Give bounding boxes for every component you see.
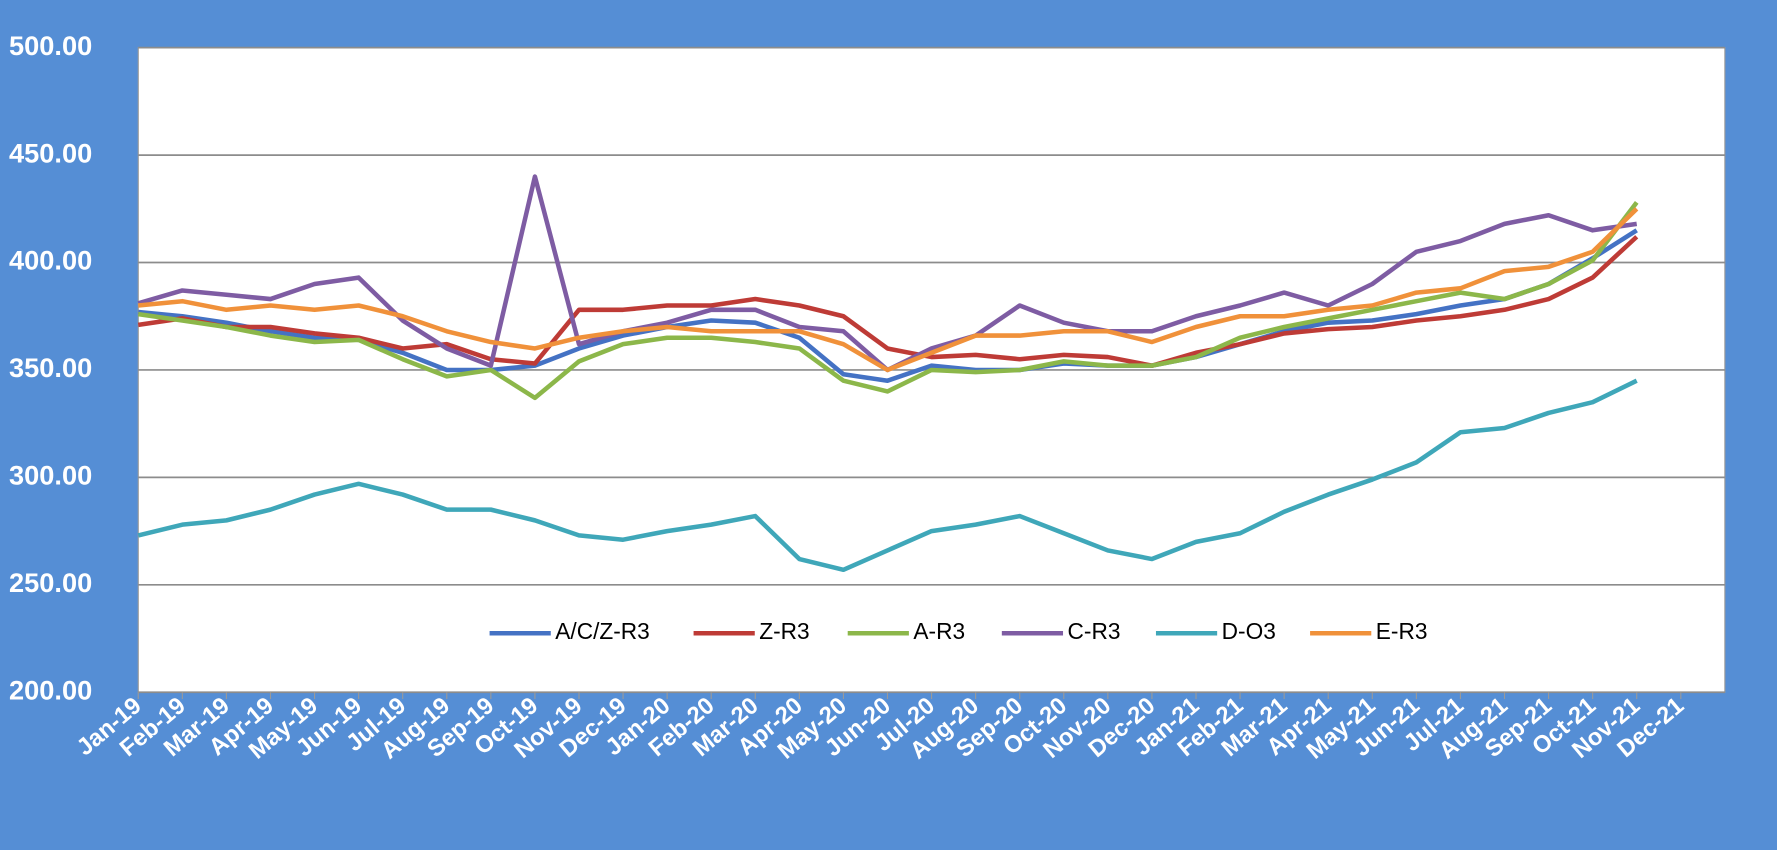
y-tick-label: 350.00 <box>9 352 92 383</box>
series-line <box>137 200 1639 401</box>
series-line <box>138 207 1639 373</box>
legend-label: D-O3 <box>1222 618 1276 644</box>
y-tick-label: 250.00 <box>9 567 92 598</box>
legend-label: A/C/Z-R3 <box>555 618 649 644</box>
legend-label: C-R3 <box>1068 618 1121 644</box>
y-tick-label: 200.00 <box>9 674 92 705</box>
y-tick-label: 450.00 <box>9 137 92 168</box>
series-line <box>138 228 1638 383</box>
legend-label: A-R3 <box>913 618 965 644</box>
series-line <box>137 235 1639 368</box>
legend-label: E-R3 <box>1376 618 1428 644</box>
series-line <box>137 378 1638 573</box>
legend-label: Z-R3 <box>759 618 809 644</box>
y-tick-label: 500.00 <box>9 30 92 61</box>
y-tick-label: 300.00 <box>9 460 92 491</box>
y-tick-label: 400.00 <box>9 245 92 276</box>
